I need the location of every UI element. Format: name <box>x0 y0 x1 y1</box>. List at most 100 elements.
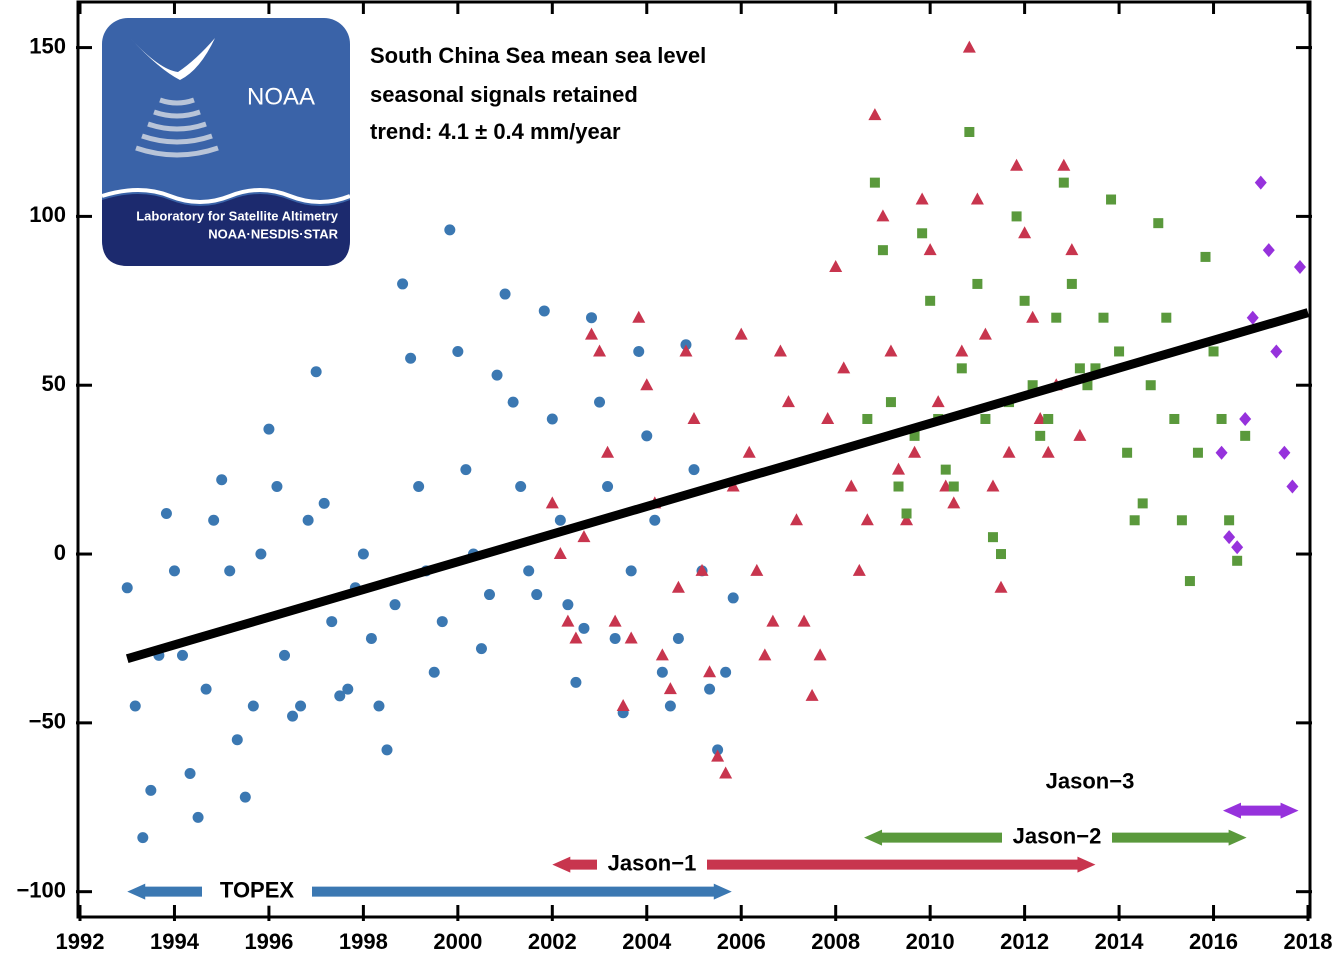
point <box>978 327 992 340</box>
point <box>996 549 1006 560</box>
point <box>703 665 717 678</box>
logo-wave-line <box>101 188 351 204</box>
point <box>625 565 637 577</box>
point <box>1153 218 1164 229</box>
point <box>915 192 929 205</box>
point <box>342 683 354 695</box>
point <box>704 683 716 695</box>
point <box>688 464 700 476</box>
point <box>719 766 733 779</box>
x-tick-label: 2002 <box>528 929 577 954</box>
point <box>789 513 803 526</box>
point <box>192 811 204 823</box>
point <box>1041 445 1055 458</box>
point <box>561 614 575 627</box>
point <box>1043 413 1054 424</box>
x-tick-label: 1998 <box>339 929 388 954</box>
point <box>1239 411 1252 426</box>
point <box>381 744 393 756</box>
point <box>318 497 330 509</box>
point <box>1246 310 1259 325</box>
point <box>947 496 961 509</box>
x-tick-label: 2010 <box>906 929 955 954</box>
point <box>1073 428 1087 441</box>
point <box>884 344 898 357</box>
point <box>877 245 888 256</box>
point <box>397 278 409 290</box>
point <box>1215 445 1228 460</box>
span-label-bg <box>1002 823 1112 852</box>
point <box>844 479 858 492</box>
point <box>1129 515 1140 526</box>
point <box>334 690 346 702</box>
point <box>1208 346 1219 357</box>
point <box>137 832 149 844</box>
point <box>781 395 795 408</box>
point <box>515 481 527 493</box>
point <box>1074 363 1085 374</box>
point <box>405 352 417 364</box>
annotation: trend: 4.1 ± 0.4 mm/year <box>370 119 621 144</box>
logo-bird <box>130 38 215 80</box>
plot-frame <box>76 0 1312 919</box>
point <box>357 548 369 560</box>
point <box>671 580 685 593</box>
point <box>585 327 599 340</box>
point <box>766 614 780 627</box>
point <box>640 378 654 391</box>
span-label-bg <box>597 850 707 879</box>
point <box>570 676 582 688</box>
point <box>1057 158 1071 171</box>
point <box>1278 445 1291 460</box>
point <box>593 344 607 357</box>
point <box>608 614 622 627</box>
point <box>923 243 937 256</box>
point <box>609 632 621 644</box>
point <box>546 413 558 425</box>
point <box>1223 530 1236 545</box>
point <box>545 496 559 509</box>
point <box>727 592 739 604</box>
span-label-bg <box>202 877 312 906</box>
point <box>1270 344 1283 359</box>
point <box>1286 479 1299 494</box>
point <box>1122 447 1133 458</box>
point <box>633 345 645 357</box>
x-tick-label: 2008 <box>811 929 860 954</box>
point <box>295 700 307 712</box>
annotation: South China Sea mean sea level <box>370 43 706 68</box>
span-label: TOPEX <box>220 877 295 902</box>
point <box>365 632 377 644</box>
point <box>720 666 732 678</box>
point <box>909 430 920 441</box>
point <box>925 295 936 306</box>
x-tick-label: 2006 <box>717 929 766 954</box>
point <box>184 768 196 780</box>
point <box>1216 413 1227 424</box>
point <box>1240 430 1251 441</box>
point <box>562 599 574 611</box>
point <box>279 649 291 661</box>
point <box>687 411 701 424</box>
point <box>632 310 646 323</box>
point <box>1293 260 1306 275</box>
point <box>475 643 487 655</box>
point <box>1176 515 1187 526</box>
point <box>1161 312 1172 323</box>
x-tick-label: 2000 <box>433 929 482 954</box>
point <box>1192 447 1203 458</box>
point <box>664 700 676 712</box>
x-tick-label: 2004 <box>622 929 672 954</box>
point <box>649 514 661 526</box>
point <box>538 305 550 317</box>
point <box>829 260 843 273</box>
point <box>821 411 835 424</box>
point <box>1019 295 1030 306</box>
point <box>773 344 787 357</box>
x-tick-label: 1994 <box>150 929 200 954</box>
point <box>987 532 998 543</box>
point <box>956 363 967 374</box>
point <box>594 396 606 408</box>
point <box>413 481 425 493</box>
